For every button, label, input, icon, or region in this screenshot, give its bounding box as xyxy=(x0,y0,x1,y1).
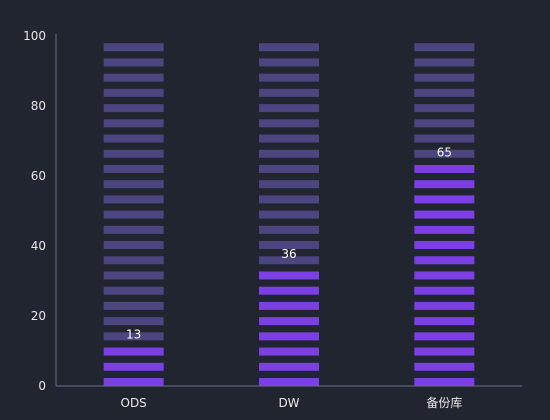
bar-0 xyxy=(103,43,164,386)
bar-segment-empty xyxy=(103,43,164,52)
bar-segment-filled xyxy=(414,347,475,356)
bar-segment-empty xyxy=(259,195,319,204)
bar-segment-empty xyxy=(414,134,475,143)
bar-segment-empty xyxy=(103,225,164,234)
bar-segment-empty xyxy=(414,104,475,113)
bar-2 xyxy=(414,43,475,386)
bar-segment-empty xyxy=(103,195,164,204)
bar-segment-empty xyxy=(414,149,475,158)
bar-segment-filled xyxy=(414,241,475,250)
bar-segments xyxy=(103,43,475,386)
bar-segment-filled xyxy=(103,378,164,386)
x-tick-label: 备份库 xyxy=(426,395,462,410)
data-label: 65 xyxy=(437,146,452,160)
axes xyxy=(55,34,522,387)
bar-segment-empty xyxy=(259,73,319,82)
bar-segment-empty xyxy=(103,180,164,189)
bar-segment-empty xyxy=(259,119,319,128)
y-tick-label: 100 xyxy=(23,29,46,43)
bar-segment-empty xyxy=(259,104,319,113)
bar-segment-filled xyxy=(259,271,319,280)
bar-segment-empty xyxy=(103,210,164,219)
bar-segment-empty xyxy=(259,180,319,189)
bar-segment-empty xyxy=(103,164,164,173)
bar-segment-filled xyxy=(259,332,319,341)
bar-segment-empty xyxy=(103,119,164,128)
bar-segment-empty xyxy=(414,43,475,52)
bar-segment-empty xyxy=(103,332,164,341)
bar-segment-filled xyxy=(259,362,319,371)
bar-segment-empty xyxy=(414,119,475,128)
labels: 13 ODS 36 DW 65 备份库 0 20 40 60 80 100 xyxy=(23,29,462,410)
bar-segment-filled xyxy=(414,164,475,173)
bar-segment-empty xyxy=(259,43,319,52)
bar-segment-filled xyxy=(259,347,319,356)
bar-segment-filled xyxy=(414,225,475,234)
bar-segment-empty xyxy=(103,134,164,143)
data-label: 36 xyxy=(281,247,296,261)
bar-segment-empty xyxy=(259,88,319,97)
bar-segment-filled xyxy=(414,256,475,265)
bar-segment-filled xyxy=(414,362,475,371)
x-tick-label: ODS xyxy=(121,396,147,410)
bar-segment-filled xyxy=(414,210,475,219)
bar-segment-filled xyxy=(259,317,319,326)
bar-segment-filled xyxy=(259,286,319,295)
bar-segment-empty xyxy=(259,58,319,67)
bar-segment-empty xyxy=(103,301,164,310)
bar-segment-filled xyxy=(414,378,475,386)
bar-segment-empty xyxy=(259,164,319,173)
bar-segment-empty xyxy=(414,58,475,67)
bar-segment-empty xyxy=(414,88,475,97)
bar-segment-filled xyxy=(414,195,475,204)
bar-segment-empty xyxy=(259,210,319,219)
bar-segment-empty xyxy=(103,58,164,67)
bar-segment-empty xyxy=(259,256,319,265)
bar-segment-empty xyxy=(103,317,164,326)
bar-1 xyxy=(259,43,319,386)
bar-segment-filled xyxy=(259,378,319,386)
bar-segment-empty xyxy=(103,286,164,295)
bar-segment-empty xyxy=(103,271,164,280)
bar-segment-filled xyxy=(414,286,475,295)
bar-segment-filled xyxy=(259,301,319,310)
bar-segment-empty xyxy=(103,241,164,250)
y-tick-label: 0 xyxy=(38,379,46,393)
bar-segment-filled xyxy=(414,317,475,326)
bar-segment-filled xyxy=(414,301,475,310)
y-tick-label: 20 xyxy=(31,309,46,323)
bar-segment-empty xyxy=(259,241,319,250)
y-tick-label: 80 xyxy=(31,99,46,113)
bar-segment-empty xyxy=(103,149,164,158)
bar-segment-filled xyxy=(414,332,475,341)
bar-segment-empty xyxy=(103,73,164,82)
y-tick-label: 60 xyxy=(31,169,46,183)
bar-segment-filled xyxy=(414,180,475,189)
bar-segment-empty xyxy=(103,256,164,265)
bar-segment-empty xyxy=(103,88,164,97)
bar-segment-empty xyxy=(103,104,164,113)
bar-segment-empty xyxy=(259,134,319,143)
x-tick-label: DW xyxy=(278,396,299,410)
bar-segment-filled xyxy=(414,271,475,280)
data-label: 13 xyxy=(126,328,141,342)
bar-segment-empty xyxy=(259,225,319,234)
bar-segment-filled xyxy=(103,362,164,371)
bar-segment-filled xyxy=(103,347,164,356)
bar-segment-empty xyxy=(414,73,475,82)
bar-segment-empty xyxy=(259,149,319,158)
y-tick-label: 40 xyxy=(31,239,46,253)
